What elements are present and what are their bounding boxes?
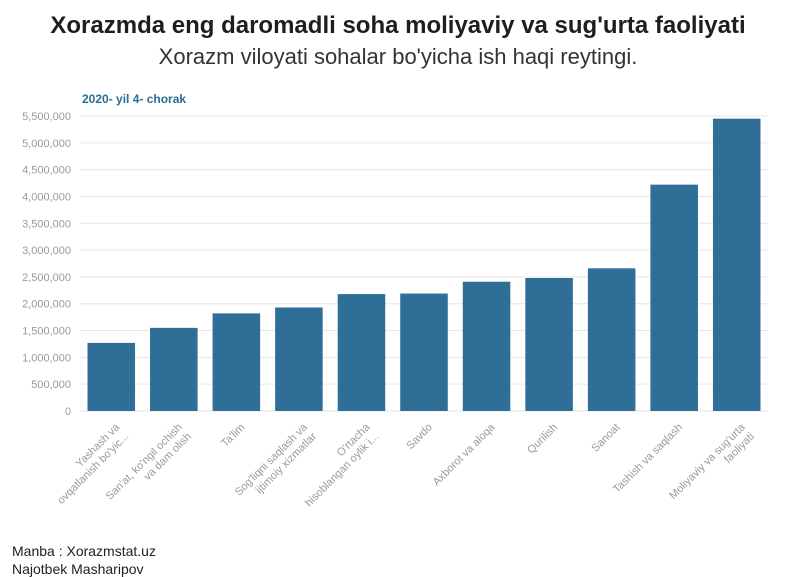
- bar: [462, 281, 511, 411]
- x-tick-label: Sanoat: [589, 421, 622, 454]
- bar: [712, 118, 761, 411]
- bar: [337, 294, 386, 411]
- bar: [650, 184, 698, 411]
- x-tick-label: Qurilish: [525, 421, 560, 456]
- x-tick-label-line: Ta'lim: [219, 421, 247, 449]
- source-text: Manba : Xorazmstat.uz: [12, 543, 156, 559]
- y-tick-label: 3,500,000: [22, 218, 71, 230]
- author-text: Najotbek Masharipov: [12, 561, 144, 577]
- x-tick-label-line: Tashish va saqlash: [611, 421, 685, 495]
- y-tick-label: 2,500,000: [22, 272, 71, 284]
- x-tick-label: Savdo: [404, 421, 435, 452]
- y-tick-label: 4,500,000: [22, 165, 71, 177]
- x-tick-label-line: Qurilish: [525, 421, 560, 456]
- bar: [212, 313, 261, 411]
- bar: [275, 307, 323, 411]
- x-tick-label: Axborot va aloqa: [431, 421, 498, 488]
- x-tick-label-line: Axborot va aloqa: [431, 421, 498, 488]
- bar: [150, 327, 198, 411]
- y-tick-label: 5,000,000: [22, 138, 71, 150]
- y-tick-label: 1,000,000: [22, 352, 71, 364]
- y-tick-label: 0: [65, 406, 71, 418]
- y-tick-label: 5,500,000: [22, 111, 71, 123]
- y-tick-label: 4,000,000: [22, 191, 71, 203]
- chart-subtitle: Xorazm viloyati sohalar bo'yicha ish haq…: [158, 44, 638, 69]
- y-tick-label: 3,000,000: [22, 245, 71, 257]
- x-tick-label-line: Sanoat: [589, 421, 622, 454]
- bar: [87, 342, 136, 411]
- x-tick-label-line: Savdo: [404, 421, 435, 452]
- bar: [587, 268, 636, 411]
- y-tick-label: 500,000: [31, 379, 71, 391]
- period-label: 2020- yil 4- chorak: [82, 92, 187, 106]
- x-tick-label: Tashish va saqlash: [611, 421, 685, 495]
- y-tick-label: 2,000,000: [22, 299, 71, 311]
- bar-chart: 0 500,000 1,000,000 1,500,000 2,000,000 2,500…: [22, 111, 768, 509]
- y-tick-label: 1,500,000: [22, 326, 71, 338]
- chart-title: Xorazmda eng daromadli soha moliyaviy va…: [50, 12, 746, 39]
- bar: [525, 277, 573, 411]
- x-tick-label: Ta'lim: [219, 421, 247, 449]
- bar: [400, 293, 448, 411]
